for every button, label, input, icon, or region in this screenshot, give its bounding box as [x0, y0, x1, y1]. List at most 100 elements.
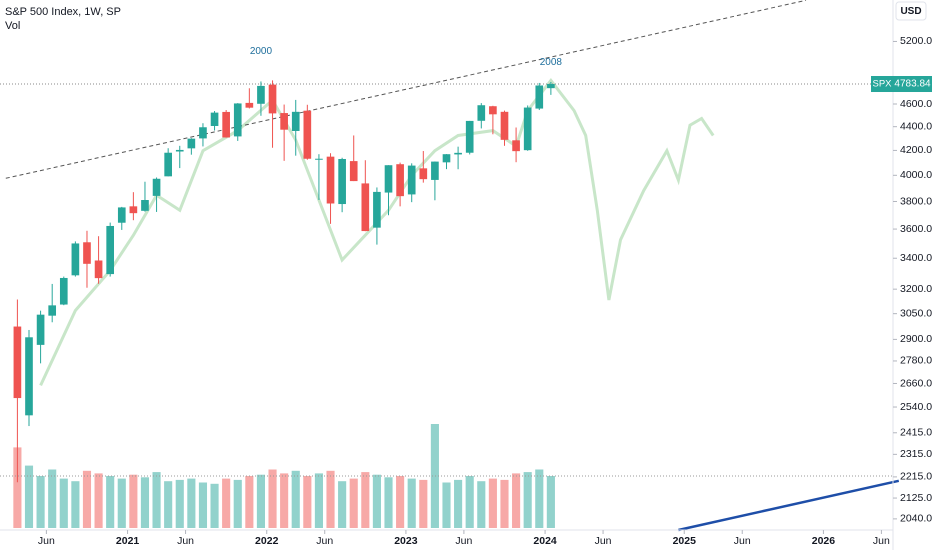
- volume-bar: [338, 481, 347, 528]
- volume-bar: [256, 474, 266, 528]
- candle-body: [315, 158, 323, 160]
- y-tick-label: 2415.00: [900, 427, 932, 439]
- x-tick-label: Jun: [873, 535, 890, 547]
- candle-body: [13, 326, 22, 399]
- candle-body: [141, 200, 149, 211]
- y-tick-label: 4400.00: [900, 120, 932, 132]
- y-tick-label: 3800.00: [900, 195, 932, 207]
- candle-body: [384, 165, 393, 193]
- volume-bar: [280, 473, 289, 528]
- trend-line: [5, 0, 807, 179]
- pattern-line: [39, 78, 715, 387]
- y-tick-label: 5200.00: [900, 35, 932, 47]
- volume-bar: [291, 470, 300, 528]
- candle-body: [59, 277, 68, 305]
- volume-bar: [198, 482, 208, 528]
- candle-body: [117, 207, 126, 223]
- candle-body: [245, 102, 254, 108]
- currency-button[interactable]: [895, 1, 927, 21]
- volume-bar: [24, 465, 34, 528]
- candle-body: [129, 206, 138, 214]
- y-tick-label: 2125.00: [900, 492, 932, 504]
- volume-bar: [222, 478, 231, 528]
- trend-line: [678, 479, 900, 532]
- volume-bar: [82, 470, 92, 528]
- annotation: 2008: [540, 57, 563, 68]
- volume-bar: [94, 473, 103, 528]
- candle-body: [291, 111, 300, 131]
- y-tick-label: 4000.00: [900, 169, 932, 181]
- chart-title: S&P 500 Index, 1W, SP: [5, 6, 121, 18]
- volume-bar: [396, 476, 405, 528]
- volume-label: Vol: [5, 20, 20, 32]
- price-axis: 2040.00 2125.00 2215.00 2315.00 2415.00 2540.…: [38, 35, 932, 547]
- volume-bar: [129, 474, 138, 528]
- candle-body: [431, 161, 439, 180]
- price-badge: [893, 76, 932, 93]
- volume-bar: [535, 469, 544, 528]
- candle-body: [152, 178, 161, 196]
- y-tick-label: 2315.00: [900, 448, 932, 460]
- volume-bar: [210, 483, 219, 528]
- candle-body: [164, 152, 172, 177]
- candle-body: [419, 168, 428, 180]
- candle-body: [523, 107, 532, 151]
- volume-bar: [442, 482, 451, 528]
- volume-bar: [233, 479, 242, 528]
- volume-bar: [106, 476, 115, 528]
- candle-body: [222, 111, 230, 138]
- volume-bar: [512, 473, 521, 528]
- x-tick-label: 2026: [812, 535, 836, 547]
- y-tick-label: 4600.00: [900, 98, 932, 110]
- volume-bar: [500, 479, 509, 528]
- x-tick-label: 2021: [116, 535, 140, 547]
- x-tick-label: Jun: [177, 535, 194, 547]
- symbol-label: SPX: [872, 79, 892, 90]
- volume-bar: [384, 477, 393, 528]
- candle-body: [500, 111, 509, 140]
- volume-bar: [36, 476, 45, 528]
- volume-bar: [59, 478, 68, 528]
- candle-body: [442, 154, 451, 163]
- candle-body: [454, 152, 462, 155]
- volume-bar: [175, 479, 184, 528]
- currency-label[interactable]: USD: [900, 6, 921, 17]
- volume-bar: [245, 476, 254, 528]
- candle-body: [210, 112, 219, 126]
- x-tick-label: Jun: [455, 535, 472, 547]
- candle-body: [326, 156, 335, 204]
- last-price-label: 4783.84: [894, 79, 931, 90]
- candle-body: [512, 140, 520, 152]
- y-tick-label: 4200.00: [900, 144, 932, 156]
- volume-bar: [117, 478, 126, 528]
- candle-body: [407, 165, 416, 195]
- symbol-badge: [871, 76, 893, 93]
- x-tick-label: Jun: [595, 535, 612, 547]
- candle-body: [396, 164, 404, 197]
- volume-bar: [268, 469, 277, 528]
- plot-area: 2000 2008: [0, 0, 900, 532]
- volume-bar: [164, 481, 173, 528]
- candle-body: [303, 110, 312, 159]
- candle-body: [175, 149, 184, 152]
- candle-body: [465, 120, 474, 153]
- x-tick-label: Jun: [38, 535, 55, 547]
- y-tick-label: 3400.00: [900, 252, 932, 264]
- volume-bar: [314, 473, 323, 528]
- volume-bar: [71, 481, 80, 528]
- candle-body: [106, 225, 115, 275]
- volume-bar: [430, 424, 439, 528]
- y-tick-label: 3600.00: [900, 223, 932, 235]
- x-tick-label: 2022: [255, 535, 279, 547]
- y-tick-label: 3200.00: [900, 283, 932, 295]
- volume-bar: [48, 469, 57, 528]
- candle-body: [48, 305, 57, 316]
- candle-body: [233, 103, 242, 137]
- volume-bar: [326, 470, 335, 528]
- y-tick-label: 3050.00: [900, 307, 932, 319]
- y-tick-label: 2540.00: [900, 401, 932, 413]
- volume-bar: [140, 477, 150, 528]
- volume-bar: [13, 447, 22, 528]
